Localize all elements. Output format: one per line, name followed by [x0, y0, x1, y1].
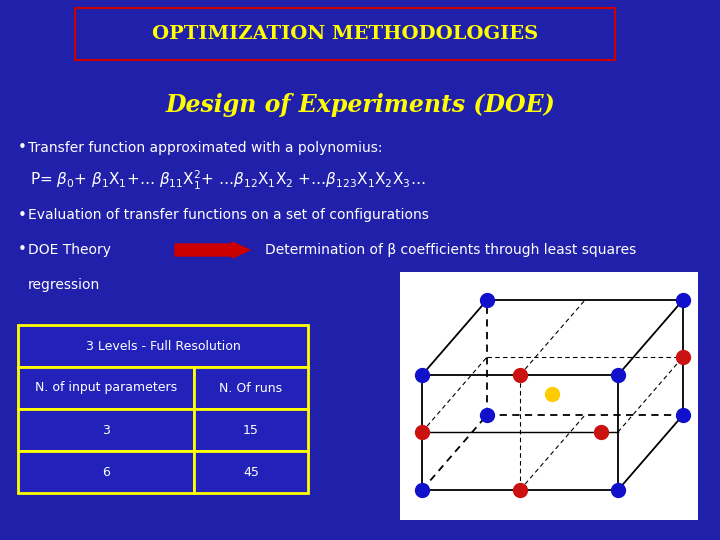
- Text: N. of input parameters: N. of input parameters: [35, 381, 177, 395]
- Text: 3: 3: [102, 423, 110, 436]
- Text: Design of Experiments (DOE): Design of Experiments (DOE): [165, 93, 555, 117]
- Text: •: •: [18, 242, 27, 258]
- Text: Determination of β coefficients through least squares: Determination of β coefficients through …: [265, 243, 636, 257]
- Text: N. Of runs: N. Of runs: [220, 381, 282, 395]
- Text: 15: 15: [243, 423, 259, 436]
- Bar: [194, 451, 308, 493]
- Text: •: •: [18, 207, 27, 222]
- Bar: [18, 409, 194, 451]
- Text: P= $\beta_0$+ $\beta_1$X$_1$+… $\beta_{11}$X$_1^2$+ …$\beta_{12}$X$_1$X$_2$ +…$\: P= $\beta_0$+ $\beta_1$X$_1$+… $\beta_{1…: [30, 168, 426, 192]
- Bar: [194, 367, 308, 409]
- Bar: [75, 8, 615, 60]
- Text: 3 Levels - Full Resolution: 3 Levels - Full Resolution: [86, 340, 240, 353]
- Bar: [400, 272, 698, 520]
- Text: DOE Theory: DOE Theory: [28, 243, 111, 257]
- Text: regression: regression: [28, 278, 100, 292]
- Text: •: •: [18, 140, 27, 156]
- Bar: [18, 325, 308, 367]
- Text: OPTIMIZATION METHODOLOGIES: OPTIMIZATION METHODOLOGIES: [152, 25, 538, 43]
- FancyArrow shape: [175, 242, 250, 258]
- Text: Transfer function approximated with a polynomius:: Transfer function approximated with a po…: [28, 141, 382, 155]
- Text: Evaluation of transfer functions on a set of configurations: Evaluation of transfer functions on a se…: [28, 208, 429, 222]
- Bar: [194, 409, 308, 451]
- Text: 45: 45: [243, 465, 259, 478]
- Text: 6: 6: [102, 465, 110, 478]
- Bar: [18, 367, 194, 409]
- Bar: [18, 451, 194, 493]
